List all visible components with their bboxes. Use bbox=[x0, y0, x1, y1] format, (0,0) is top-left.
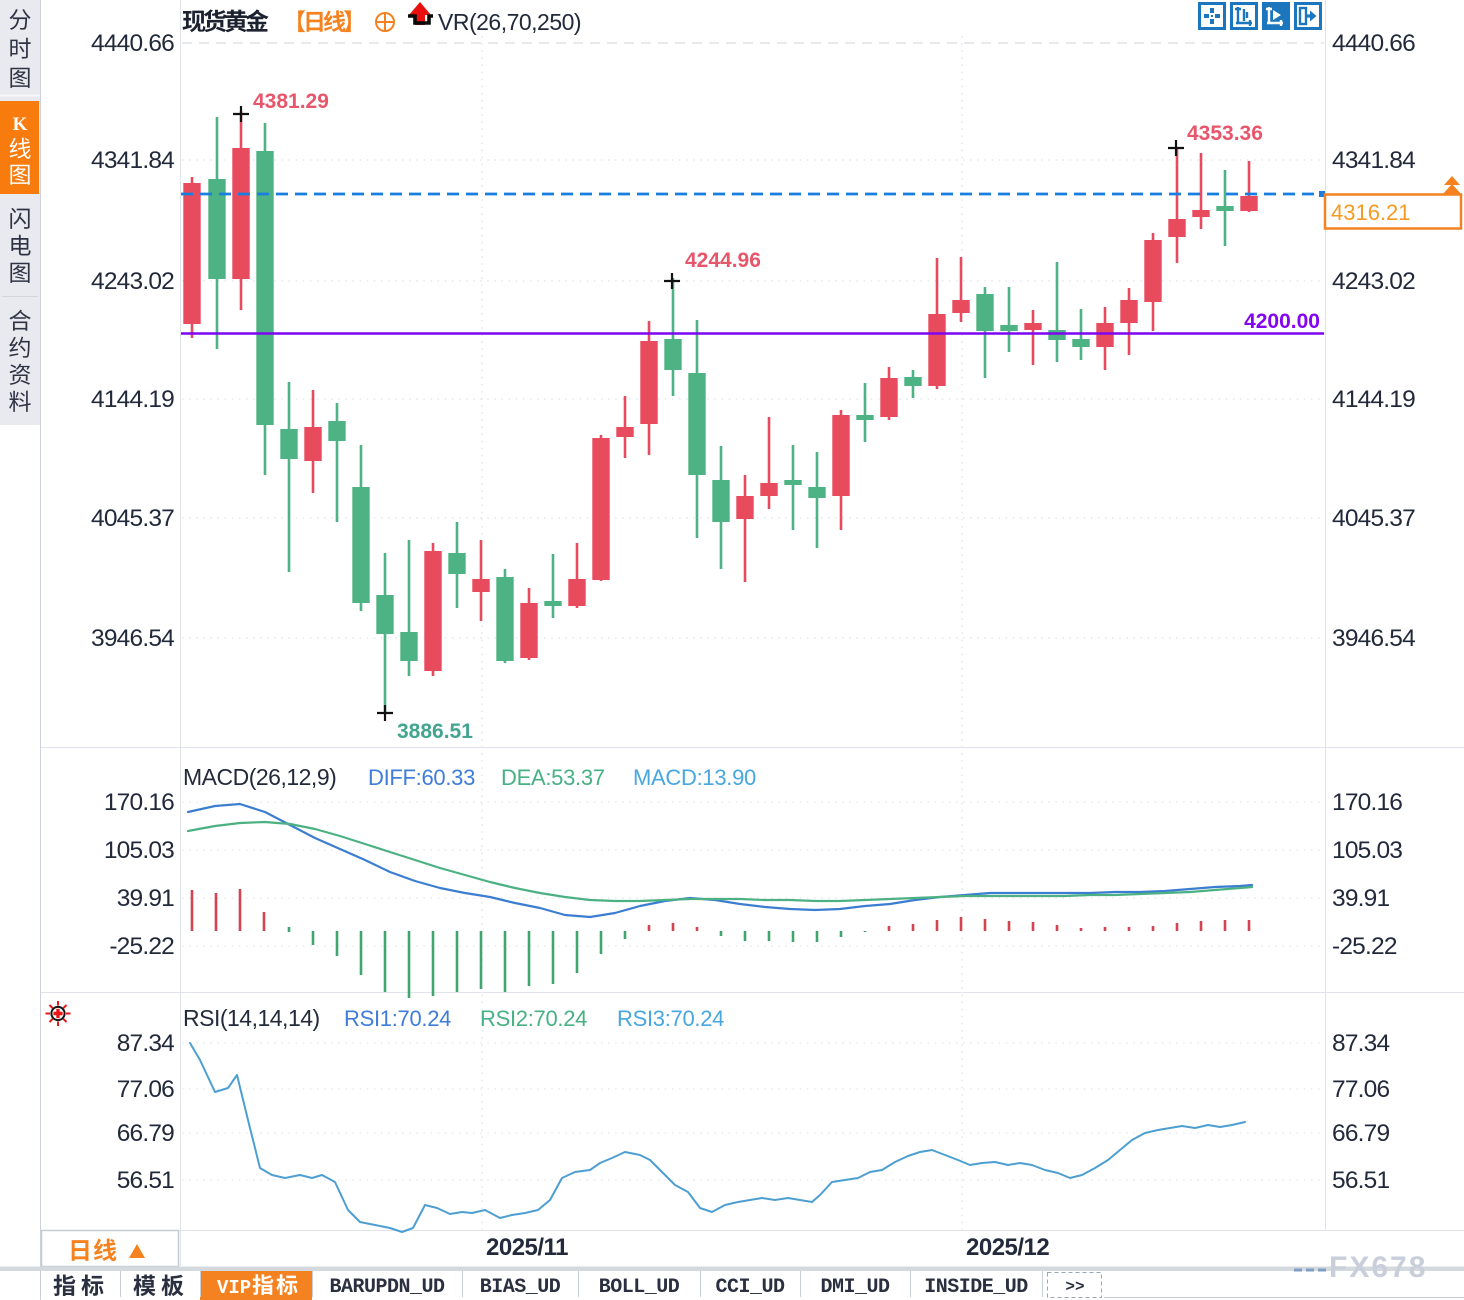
svg-text:4440.66: 4440.66 bbox=[1332, 30, 1415, 57]
svg-text:4144.19: 4144.19 bbox=[91, 386, 174, 413]
svg-text:87.34: 87.34 bbox=[1332, 1030, 1389, 1057]
svg-text:K: K bbox=[13, 114, 28, 135]
svg-text:BOLL_UD: BOLL_UD bbox=[599, 1276, 680, 1299]
svg-text:2025/12: 2025/12 bbox=[966, 1234, 1049, 1261]
svg-text:39.91: 39.91 bbox=[117, 885, 174, 912]
svg-text:4341.84: 4341.84 bbox=[91, 147, 174, 174]
svg-text:FX678: FX678 bbox=[1329, 1251, 1427, 1284]
svg-text:INSIDE_UD: INSIDE_UD bbox=[924, 1276, 1028, 1299]
svg-text:DIFF:60.33: DIFF:60.33 bbox=[368, 765, 475, 790]
svg-text:CCI_UD: CCI_UD bbox=[715, 1276, 785, 1299]
svg-text:87.34: 87.34 bbox=[117, 1030, 174, 1057]
svg-text:4341.84: 4341.84 bbox=[1332, 147, 1415, 174]
svg-text:MACD(26,12,9): MACD(26,12,9) bbox=[183, 764, 336, 790]
svg-text:4200.00: 4200.00 bbox=[1244, 310, 1320, 333]
svg-text:RSI1:70.24: RSI1:70.24 bbox=[344, 1006, 451, 1031]
svg-text:BIAS_UD: BIAS_UD bbox=[480, 1276, 561, 1299]
svg-text:4045.37: 4045.37 bbox=[91, 505, 174, 532]
svg-text:BARUPDN_UD: BARUPDN_UD bbox=[329, 1276, 445, 1299]
svg-text:4381.29: 4381.29 bbox=[253, 90, 329, 113]
svg-text:RSI2:70.24: RSI2:70.24 bbox=[480, 1006, 587, 1031]
svg-text:DEA:53.37: DEA:53.37 bbox=[501, 765, 605, 790]
svg-text:56.51: 56.51 bbox=[1332, 1167, 1389, 1194]
svg-text:-25.22: -25.22 bbox=[1332, 933, 1397, 960]
svg-text:3886.51: 3886.51 bbox=[397, 720, 473, 743]
svg-text:4353.36: 4353.36 bbox=[1187, 122, 1263, 145]
svg-text:4243.02: 4243.02 bbox=[91, 268, 174, 295]
svg-text:105.03: 105.03 bbox=[104, 837, 174, 864]
svg-text:>>: >> bbox=[1065, 1278, 1084, 1296]
svg-text:RSI(14,14,14): RSI(14,14,14) bbox=[183, 1005, 320, 1031]
svg-text:RSI3:70.24: RSI3:70.24 bbox=[617, 1006, 724, 1031]
svg-text:-25.22: -25.22 bbox=[109, 933, 174, 960]
svg-text:VIP: VIP bbox=[217, 1277, 251, 1299]
svg-text:2025/11: 2025/11 bbox=[486, 1234, 568, 1261]
svg-text:VR(26,70,250): VR(26,70,250) bbox=[438, 9, 581, 35]
svg-text:4440.66: 4440.66 bbox=[91, 30, 174, 57]
svg-text:170.16: 170.16 bbox=[1332, 789, 1402, 816]
svg-text:4243.02: 4243.02 bbox=[1332, 268, 1415, 295]
svg-text:77.06: 77.06 bbox=[117, 1076, 174, 1103]
svg-text:4045.37: 4045.37 bbox=[1332, 505, 1415, 532]
svg-text:4244.96: 4244.96 bbox=[685, 249, 761, 272]
svg-text:3946.54: 3946.54 bbox=[91, 625, 174, 652]
svg-text:105.03: 105.03 bbox=[1332, 837, 1402, 864]
svg-text:170.16: 170.16 bbox=[104, 789, 174, 816]
svg-text:77.06: 77.06 bbox=[1332, 1076, 1389, 1103]
svg-text:56.51: 56.51 bbox=[117, 1167, 174, 1194]
svg-text:DMI_UD: DMI_UD bbox=[820, 1276, 890, 1299]
svg-text:4316.21: 4316.21 bbox=[1331, 200, 1411, 225]
svg-text:66.79: 66.79 bbox=[117, 1120, 174, 1147]
svg-text:39.91: 39.91 bbox=[1332, 885, 1389, 912]
svg-text:66.79: 66.79 bbox=[1332, 1120, 1389, 1147]
svg-text:4144.19: 4144.19 bbox=[1332, 386, 1415, 413]
svg-text:MACD:13.90: MACD:13.90 bbox=[633, 765, 756, 790]
svg-text:3946.54: 3946.54 bbox=[1332, 625, 1415, 652]
